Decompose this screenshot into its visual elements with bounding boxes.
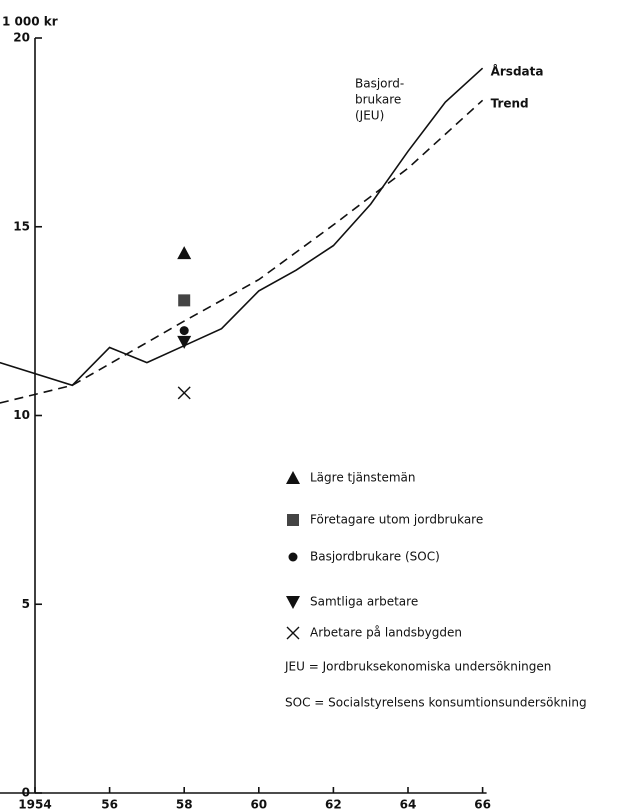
annotation: (JEU) <box>355 109 384 123</box>
x-tick-label: 58 <box>176 798 193 812</box>
legend-label: Företagare utom jordbrukare <box>310 513 483 527</box>
y-tick-label: 10 <box>13 408 30 422</box>
x-tick-label: 66 <box>474 798 491 812</box>
legend-marker <box>288 552 298 562</box>
line <box>0 99 484 404</box>
x-tick-label: 56 <box>101 798 118 812</box>
point <box>177 335 192 349</box>
legend-label: Lägre tjänstemän <box>310 471 416 485</box>
legend-marker <box>287 514 299 526</box>
point <box>177 386 191 400</box>
legend-label: Samtliga arbetare <box>310 595 418 609</box>
x-tick-label: 64 <box>400 798 417 812</box>
point <box>178 294 191 307</box>
annotation: Basjord- <box>355 77 404 91</box>
y-tick-label: 20 <box>13 31 30 45</box>
legend-marker <box>286 626 300 640</box>
legend-marker <box>286 471 300 484</box>
y-tick-label: 15 <box>13 219 30 233</box>
series-label: Årsdata <box>491 64 544 79</box>
series-label: Trend <box>491 97 529 111</box>
legend-label: Basjordbrukare (SOC) <box>310 550 440 564</box>
note: SOC = Socialstyrelsens konsumtionsunders… <box>285 696 587 710</box>
y-tick-label: 0 <box>22 786 30 800</box>
y-axis-label: 1 000 kr <box>2 15 58 29</box>
x-tick-label: 60 <box>250 798 267 812</box>
point <box>179 326 189 336</box>
x-tick-label: 62 <box>325 798 342 812</box>
line <box>0 67 484 387</box>
point <box>177 246 192 260</box>
legend-label: Arbetare på landsbygden <box>310 626 462 640</box>
note: JEU = Jordbruksekonomiska undersökningen <box>284 660 551 674</box>
x-tick-label: 1954 <box>18 798 51 812</box>
legend-marker <box>286 596 300 609</box>
annotation: brukare <box>355 93 401 107</box>
y-tick-label: 5 <box>22 597 30 611</box>
